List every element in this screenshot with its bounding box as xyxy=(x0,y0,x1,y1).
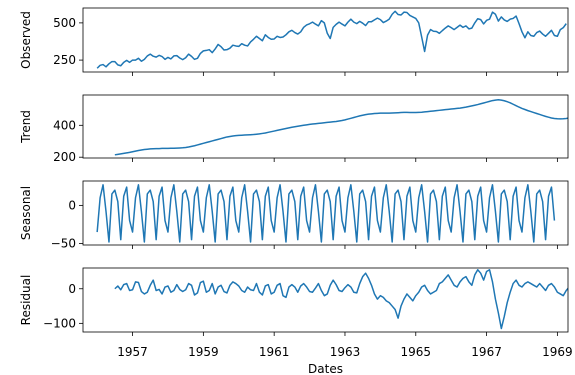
x-tick-label: 1969 xyxy=(542,345,573,359)
trend-y-axis-label: Trend xyxy=(19,110,33,144)
residual-series-line xyxy=(114,268,568,330)
observed-series-line xyxy=(96,10,567,69)
observed-y-axis-label: Observed xyxy=(19,11,33,69)
x-tick-label: 1965 xyxy=(401,345,432,359)
observed-y-tick-label: 250 xyxy=(53,53,76,67)
seasonal-series-line xyxy=(96,184,556,243)
x-tick-label: 1961 xyxy=(259,345,290,359)
trend-y-tick-label: 400 xyxy=(53,118,76,132)
x-tick-label: 1963 xyxy=(330,345,361,359)
trend-y-tick-label: 200 xyxy=(53,150,76,164)
x-tick-label: 1957 xyxy=(117,345,148,359)
x-axis-label: Dates xyxy=(308,362,343,375)
seasonal-y-axis-label: Seasonal xyxy=(19,186,33,240)
seasonal-y-tick-label: −50 xyxy=(51,236,76,250)
residual-y-axis-label: Residual xyxy=(19,275,33,326)
seasonal-axes-frame xyxy=(82,180,569,246)
trend-axes-frame xyxy=(82,94,569,159)
residual-y-tick-label: −100 xyxy=(43,316,76,330)
trend-series-line xyxy=(114,99,568,156)
residual-axes-frame xyxy=(82,267,569,333)
observed-y-tick-label: 500 xyxy=(53,16,76,30)
x-tick-label: 1959 xyxy=(188,345,219,359)
seasonal-y-tick-label: 0 xyxy=(68,198,76,212)
residual-y-tick-label: 0 xyxy=(68,282,76,296)
observed-axes-frame xyxy=(82,7,569,73)
x-tick-label: 1967 xyxy=(471,345,502,359)
